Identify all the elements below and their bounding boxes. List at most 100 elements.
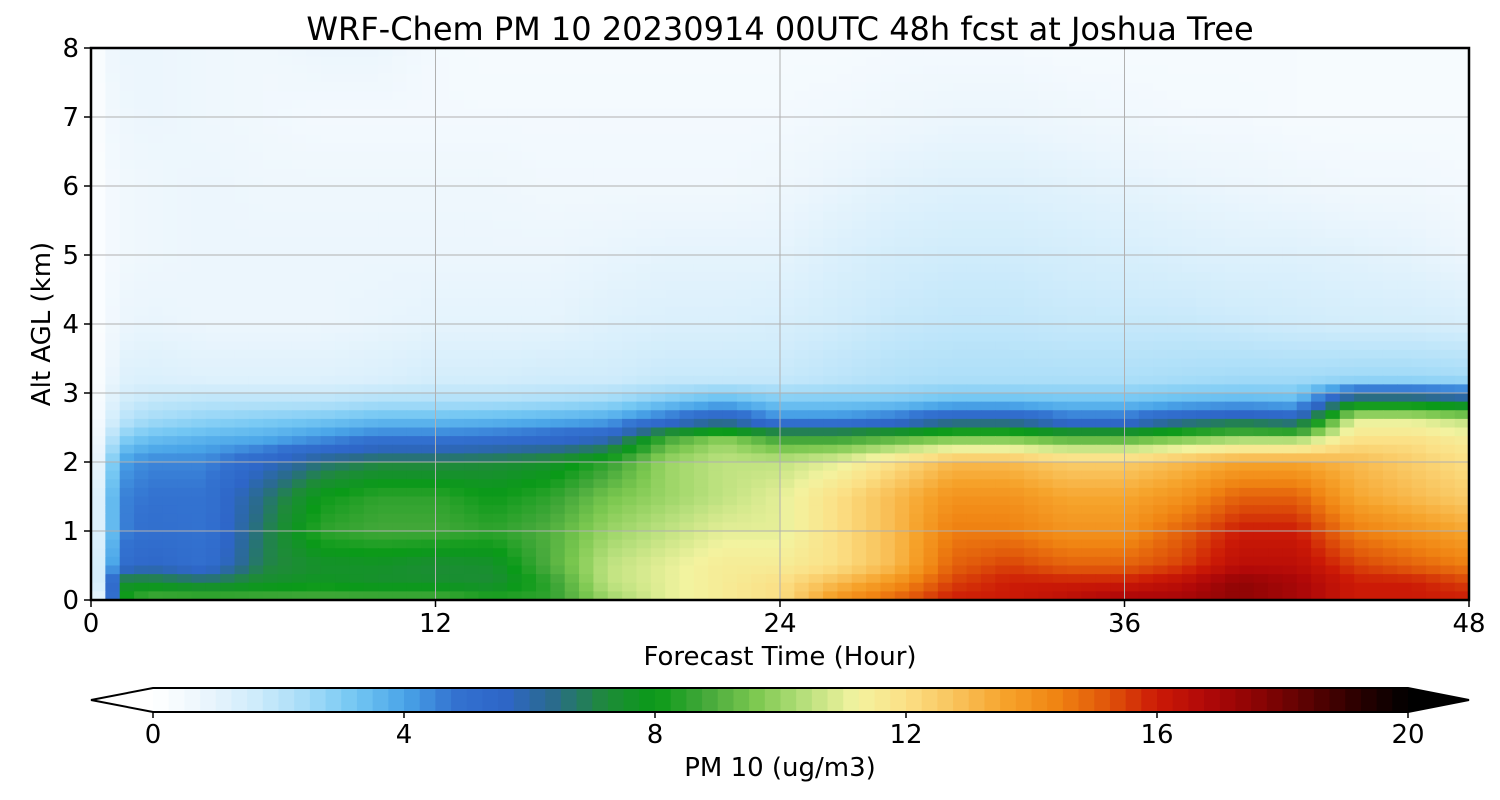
heatmap-cell <box>205 272 221 282</box>
heatmap-cell <box>708 418 724 429</box>
heatmap-cell <box>550 73 566 84</box>
heatmap-cell <box>579 125 594 135</box>
heatmap-cell <box>1181 82 1197 92</box>
heatmap-cell <box>1224 444 1240 454</box>
heatmap-cell <box>406 306 422 316</box>
heatmap-cell <box>593 306 609 316</box>
heatmap-cell <box>421 246 437 256</box>
heatmap-cell <box>220 168 236 178</box>
heatmap-cell <box>148 142 164 153</box>
heatmap-cell <box>808 315 824 325</box>
heatmap-cell <box>780 418 795 429</box>
heatmap-cell <box>650 298 666 308</box>
heatmap-cell <box>923 332 939 342</box>
heatmap-cell <box>894 410 910 420</box>
heatmap-cell <box>665 211 681 222</box>
heatmap-cell <box>650 194 666 204</box>
heatmap-cell <box>1038 470 1054 480</box>
heatmap-cell <box>550 487 566 498</box>
heatmap-cell <box>1052 203 1068 213</box>
heatmap-cell <box>1425 91 1441 101</box>
heatmap-cell <box>579 246 594 256</box>
heatmap-cell <box>105 427 121 437</box>
heatmap-cell <box>693 168 709 178</box>
heatmap-cell <box>464 177 480 187</box>
heatmap-cell <box>952 444 968 454</box>
heatmap-cell <box>1052 358 1068 368</box>
heatmap-cell <box>1296 427 1312 437</box>
heatmap-cell <box>708 229 724 239</box>
heatmap-cell <box>421 168 437 178</box>
heatmap-cell <box>564 125 580 135</box>
heatmap-cell <box>693 487 709 498</box>
heatmap-cell <box>1067 203 1083 213</box>
heatmap-cell <box>665 418 681 429</box>
heatmap-cell <box>607 168 623 178</box>
heatmap-cell <box>248 237 264 247</box>
heatmap-cell <box>349 229 365 239</box>
heatmap-cell <box>1397 177 1413 187</box>
heatmap-cell <box>722 48 738 58</box>
heatmap-cell <box>679 186 695 196</box>
heatmap-cell <box>492 73 508 84</box>
heatmap-cell <box>1081 117 1097 127</box>
heatmap-cell <box>535 393 551 403</box>
heatmap-cell <box>607 479 623 489</box>
heatmap-cell <box>177 246 193 256</box>
heatmap-cell <box>980 393 996 403</box>
heatmap-cell <box>91 117 106 127</box>
heatmap-cell <box>378 410 394 420</box>
heatmap-cell <box>148 160 164 170</box>
heatmap-cell <box>1339 401 1355 411</box>
heatmap-cell <box>1167 332 1183 342</box>
heatmap-cell <box>751 470 767 480</box>
heatmap-cell <box>1454 134 1469 144</box>
heatmap-cell <box>952 453 968 463</box>
heatmap-cell <box>134 384 150 394</box>
heatmap-cell <box>607 358 623 368</box>
heatmap-cell <box>851 332 867 342</box>
heatmap-cell <box>736 203 752 213</box>
heatmap-cell <box>335 410 350 420</box>
heatmap-cell <box>1368 160 1384 170</box>
heatmap-cell <box>952 203 968 213</box>
heatmap-cell <box>349 384 365 394</box>
heatmap-cell <box>335 479 350 489</box>
heatmap-cell <box>1440 358 1456 368</box>
heatmap-cell <box>277 263 293 273</box>
heatmap-cell <box>148 117 164 127</box>
heatmap-cell <box>162 487 178 498</box>
heatmap-cell <box>234 289 250 299</box>
heatmap-cell <box>105 48 121 58</box>
heatmap-cell <box>751 306 767 316</box>
heatmap-cell <box>837 470 853 480</box>
heatmap-cell <box>636 134 652 144</box>
heatmap-cell <box>1382 410 1398 420</box>
heatmap-cell <box>765 306 781 316</box>
heatmap-cell <box>378 306 394 316</box>
heatmap-cell <box>119 401 135 411</box>
heatmap-cell <box>952 255 968 265</box>
heatmap-cell <box>952 479 968 489</box>
heatmap-cell <box>1425 246 1441 256</box>
heatmap-cell <box>378 177 394 187</box>
heatmap-cell <box>1052 117 1068 127</box>
heatmap-cell <box>234 410 250 420</box>
heatmap-cell <box>607 401 623 411</box>
heatmap-cell <box>866 246 882 256</box>
heatmap-cell <box>1038 194 1054 204</box>
heatmap-cell <box>636 410 652 420</box>
heatmap-cell <box>406 237 422 247</box>
heatmap-cell <box>492 324 508 334</box>
heatmap-cell <box>823 117 839 127</box>
heatmap-cell <box>1081 358 1097 368</box>
heatmap-cell <box>1224 48 1240 58</box>
heatmap-cell <box>1196 341 1212 351</box>
heatmap-cell <box>1382 298 1398 308</box>
heatmap-cell <box>1009 487 1025 498</box>
heatmap-cell <box>1067 65 1083 75</box>
heatmap-cell <box>607 134 623 144</box>
heatmap-cell <box>1268 229 1283 239</box>
heatmap-cell <box>320 436 336 446</box>
heatmap-cell <box>1282 358 1298 368</box>
